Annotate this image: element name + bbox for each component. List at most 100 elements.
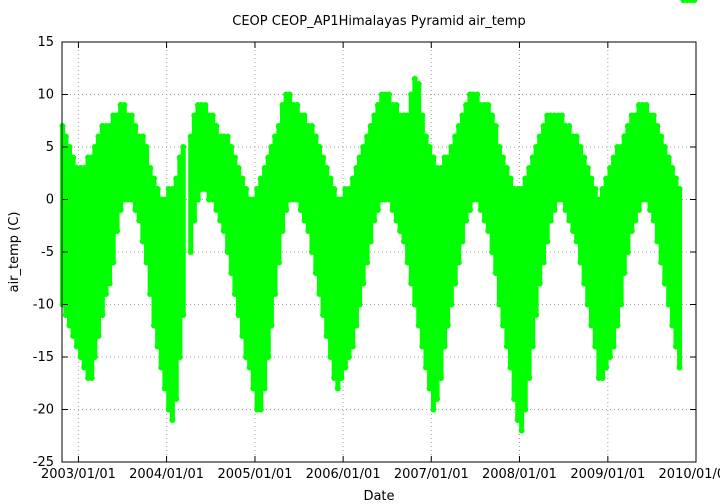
data-point-min xyxy=(114,228,121,234)
y-tick-label: 5 xyxy=(46,140,54,155)
data-point-max xyxy=(228,144,235,150)
data-point-max xyxy=(474,91,481,98)
data-point-min xyxy=(533,312,540,318)
data-point-min xyxy=(180,312,187,318)
data-point-max xyxy=(151,175,158,182)
data-point-min xyxy=(547,217,554,224)
data-point-max xyxy=(426,144,433,150)
data-point-min xyxy=(441,343,448,350)
data-point-max xyxy=(588,175,595,182)
data-point-min xyxy=(444,322,451,329)
data-point-max xyxy=(430,154,437,161)
data-point-max xyxy=(672,175,679,182)
data-point-min xyxy=(691,0,698,3)
data-point-min xyxy=(628,228,635,234)
y-tick-label: -5 xyxy=(41,245,54,260)
data-point-min xyxy=(540,259,547,266)
y-axis: -25 -20 -15 -10 -5 0 5 10 15 xyxy=(33,35,696,470)
data-point-max xyxy=(573,133,580,140)
data-point-max xyxy=(66,144,73,150)
data-point-max xyxy=(231,154,238,161)
data-point-min xyxy=(261,385,268,392)
data-point-min xyxy=(275,259,282,266)
data-point-max xyxy=(320,154,327,161)
data-point-min xyxy=(430,406,437,413)
data-point-min xyxy=(353,322,360,329)
data-point-max xyxy=(327,175,334,182)
x-tick-label: 2006/01/01 xyxy=(306,467,381,482)
data-point-min xyxy=(371,217,378,224)
data-point-max xyxy=(239,175,246,182)
data-point-min xyxy=(91,354,98,360)
data-point-min xyxy=(99,312,106,318)
data-point-min xyxy=(110,259,117,266)
data-point-max xyxy=(489,112,496,119)
x-tick-label: 2007/01/01 xyxy=(394,467,469,482)
data-point-min xyxy=(102,291,109,297)
y-tick-label: -15 xyxy=(33,350,54,365)
data-point-min xyxy=(624,249,631,255)
data-point-max xyxy=(213,123,220,129)
data-point-max xyxy=(312,133,319,140)
data-point-min xyxy=(334,385,341,392)
data-point-min xyxy=(448,301,455,308)
data-point-min xyxy=(268,322,275,329)
data-point-max xyxy=(592,186,599,192)
data-point-min xyxy=(599,375,606,381)
y-tick-label: 15 xyxy=(37,35,54,50)
data-point-max xyxy=(180,144,187,150)
data-point-max xyxy=(496,144,503,150)
x-axis: 2003/01/01 2004/01/01 2005/01/01 2006/01/01… xyxy=(41,42,720,482)
data-point-max xyxy=(492,123,499,129)
data-point-max xyxy=(581,154,588,161)
data-point-min xyxy=(536,280,543,287)
data-point-max xyxy=(286,91,293,98)
data-point-max xyxy=(503,165,510,171)
data-point-min xyxy=(459,238,466,245)
data-point-min xyxy=(187,249,194,255)
y-tick-label: -25 xyxy=(33,455,54,470)
y-tick-label: 10 xyxy=(37,88,54,103)
data-point-min xyxy=(356,301,363,308)
data-point-min xyxy=(345,354,352,360)
x-tick-label: 2003/01/01 xyxy=(41,467,116,482)
data-point-min xyxy=(191,217,198,224)
data-point-min xyxy=(106,280,113,287)
data-point-max xyxy=(209,112,216,119)
data-point-min xyxy=(607,354,614,360)
data-point-min xyxy=(342,364,349,371)
data-point-min xyxy=(676,364,683,371)
data-point-min xyxy=(360,280,367,287)
data-point-max xyxy=(308,123,315,129)
data-point-max xyxy=(301,112,308,119)
data-point-min xyxy=(338,375,345,381)
data-point-min xyxy=(522,406,529,413)
data-point-max xyxy=(643,102,650,108)
data-point-max xyxy=(128,112,135,119)
data-point-min xyxy=(610,343,617,350)
data-point-max xyxy=(661,144,668,150)
data-point-min xyxy=(279,228,286,234)
data-point-max xyxy=(650,112,657,119)
data-point-min xyxy=(95,333,102,339)
y-tick-label: -10 xyxy=(33,298,54,313)
data-point-min xyxy=(518,427,525,434)
data-point-max xyxy=(411,75,418,82)
x-tick-label: 2005/01/01 xyxy=(218,467,293,482)
data-point-min xyxy=(364,259,371,266)
data-point-max xyxy=(154,186,161,192)
data-point-max xyxy=(243,186,250,192)
data-point-max xyxy=(419,112,426,119)
data-point-min xyxy=(283,207,290,213)
x-axis-label: Date xyxy=(363,489,394,504)
y-tick-label: 0 xyxy=(46,193,54,208)
data-point-min xyxy=(466,207,473,213)
data-point-max xyxy=(331,186,338,192)
data-point-max xyxy=(316,144,323,150)
data-point-min xyxy=(367,238,374,245)
data-point-min xyxy=(614,322,621,329)
data-point-min xyxy=(603,364,610,371)
data-point-max xyxy=(669,165,676,171)
data-point-min xyxy=(437,375,444,381)
data-point-max xyxy=(62,133,69,140)
